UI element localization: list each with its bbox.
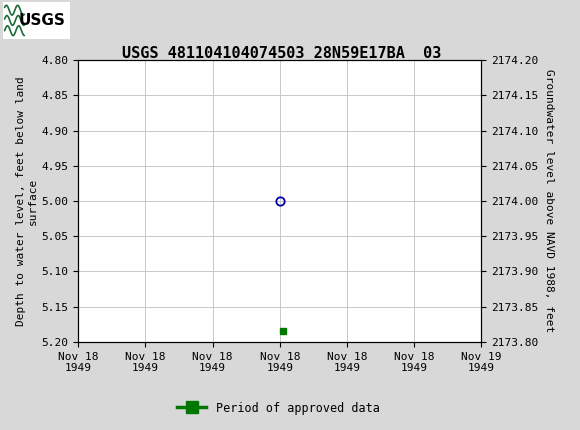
FancyBboxPatch shape [3, 2, 70, 39]
Legend: Period of approved data: Period of approved data [172, 397, 385, 420]
Y-axis label: Depth to water level, feet below land
surface: Depth to water level, feet below land su… [16, 76, 38, 326]
Y-axis label: Groundwater level above NAVD 1988, feet: Groundwater level above NAVD 1988, feet [544, 69, 554, 333]
Text: USGS 481104104074503 28N59E17BA  03: USGS 481104104074503 28N59E17BA 03 [122, 46, 441, 61]
Text: USGS: USGS [19, 13, 66, 28]
